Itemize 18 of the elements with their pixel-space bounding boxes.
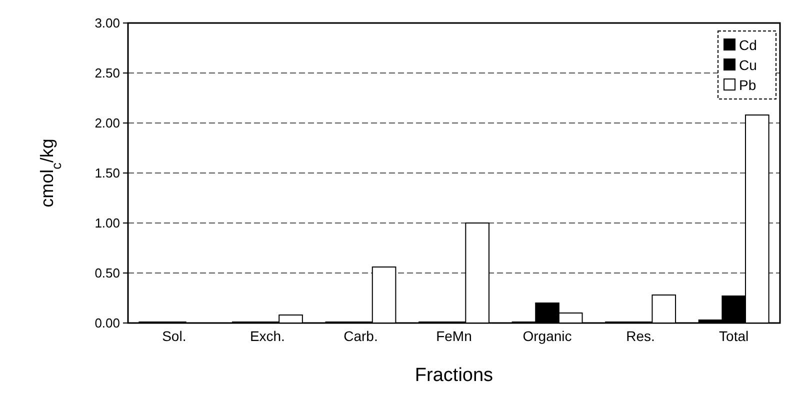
x-tick-label: Organic xyxy=(522,328,572,344)
x-tick-label: Sol. xyxy=(162,328,186,344)
legend-label: Cu xyxy=(739,56,757,73)
x-tick-label: FeMn xyxy=(436,328,472,344)
y-tick-label: 0.00 xyxy=(94,316,120,331)
y-tick-label: 1.00 xyxy=(94,216,120,231)
x-tick-label: Carb. xyxy=(344,328,378,344)
legend-label: Pb xyxy=(739,76,756,93)
y-tick-label: 3.00 xyxy=(94,16,120,31)
x-tick-label: Exch. xyxy=(250,328,285,344)
y-tick-label: 1.50 xyxy=(94,166,120,181)
y-tick-label: 0.50 xyxy=(94,266,120,281)
x-tick-label: Res. xyxy=(626,328,655,344)
x-axis-title: Fractions xyxy=(414,365,494,386)
legend-label: Cd xyxy=(739,36,757,53)
y-tick-label: 2.00 xyxy=(94,116,120,131)
y-tick-label: 2.50 xyxy=(94,66,120,81)
x-tick-label: Total xyxy=(719,328,749,344)
